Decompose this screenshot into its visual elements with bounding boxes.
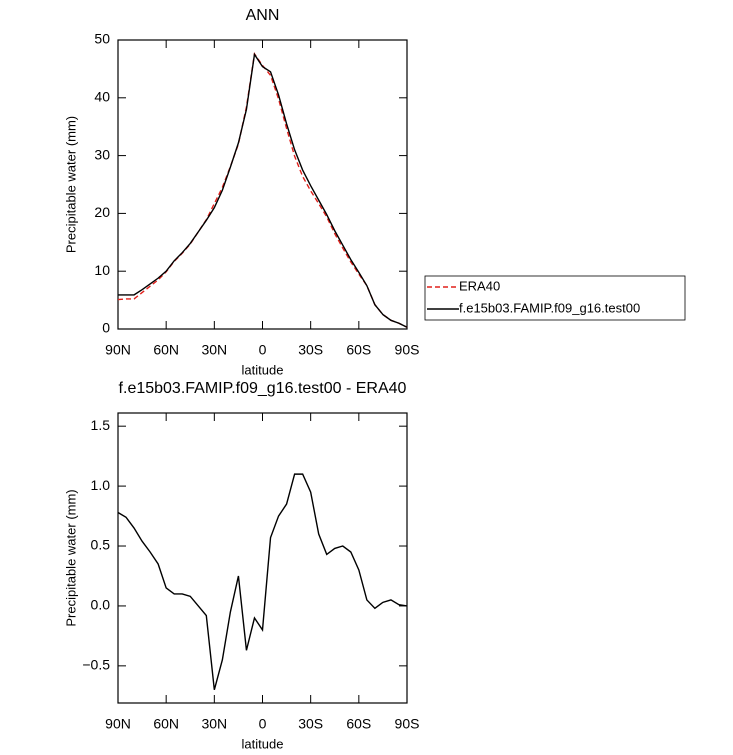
x-tick-label: 0 <box>259 716 267 732</box>
x-tick-label: 30S <box>298 342 323 358</box>
y-tick-label: 0 <box>102 320 110 336</box>
x-tick-label: 60S <box>346 342 371 358</box>
y-tick-label: 20 <box>94 204 110 220</box>
y-tick-label: 50 <box>94 31 110 47</box>
x-tick-label: 30N <box>201 342 227 358</box>
x-tick-label: 60S <box>346 716 371 732</box>
x-tick-label: 30N <box>201 716 227 732</box>
x-tick-label: 60N <box>153 716 179 732</box>
y-tick-label: 30 <box>94 146 110 162</box>
x-tick-label: 90S <box>395 716 420 732</box>
legend-label: ERA40 <box>459 278 500 293</box>
y-tick-label: 0.0 <box>91 597 111 613</box>
plot-frame <box>117 39 408 330</box>
x-tick-label: 90S <box>395 342 420 358</box>
y-axis-label: Precipitable water (mm) <box>63 489 78 626</box>
plot-frame <box>117 412 408 704</box>
x-axis-label: latitude <box>242 736 284 751</box>
y-tick-label: 40 <box>94 89 110 105</box>
legend-label: f.e15b03.FAMIP.f09_g16.test00 <box>459 300 640 315</box>
data-line <box>118 52 408 328</box>
x-tick-label: 0 <box>259 342 267 358</box>
y-tick-label: 0.5 <box>91 537 111 553</box>
y-tick-label: 1.5 <box>91 417 111 433</box>
y-axis-label: Precipitable water (mm) <box>63 116 78 253</box>
x-axis-label: latitude <box>242 362 284 377</box>
x-tick-label: 90N <box>105 342 131 358</box>
y-tick-label: 1.0 <box>91 477 111 493</box>
data-line <box>117 473 408 690</box>
chart-title: ANN <box>246 7 280 24</box>
y-tick-label: −0.5 <box>82 657 110 673</box>
data-line <box>117 52 408 328</box>
x-tick-label: 60N <box>153 342 179 358</box>
legend-box <box>424 275 686 321</box>
y-tick-label: 10 <box>94 262 110 278</box>
chart-title: f.e15b03.FAMIP.f09_g16.test00 - ERA40 <box>119 380 407 397</box>
x-tick-label: 90N <box>105 716 131 732</box>
x-tick-label: 30S <box>298 716 323 732</box>
